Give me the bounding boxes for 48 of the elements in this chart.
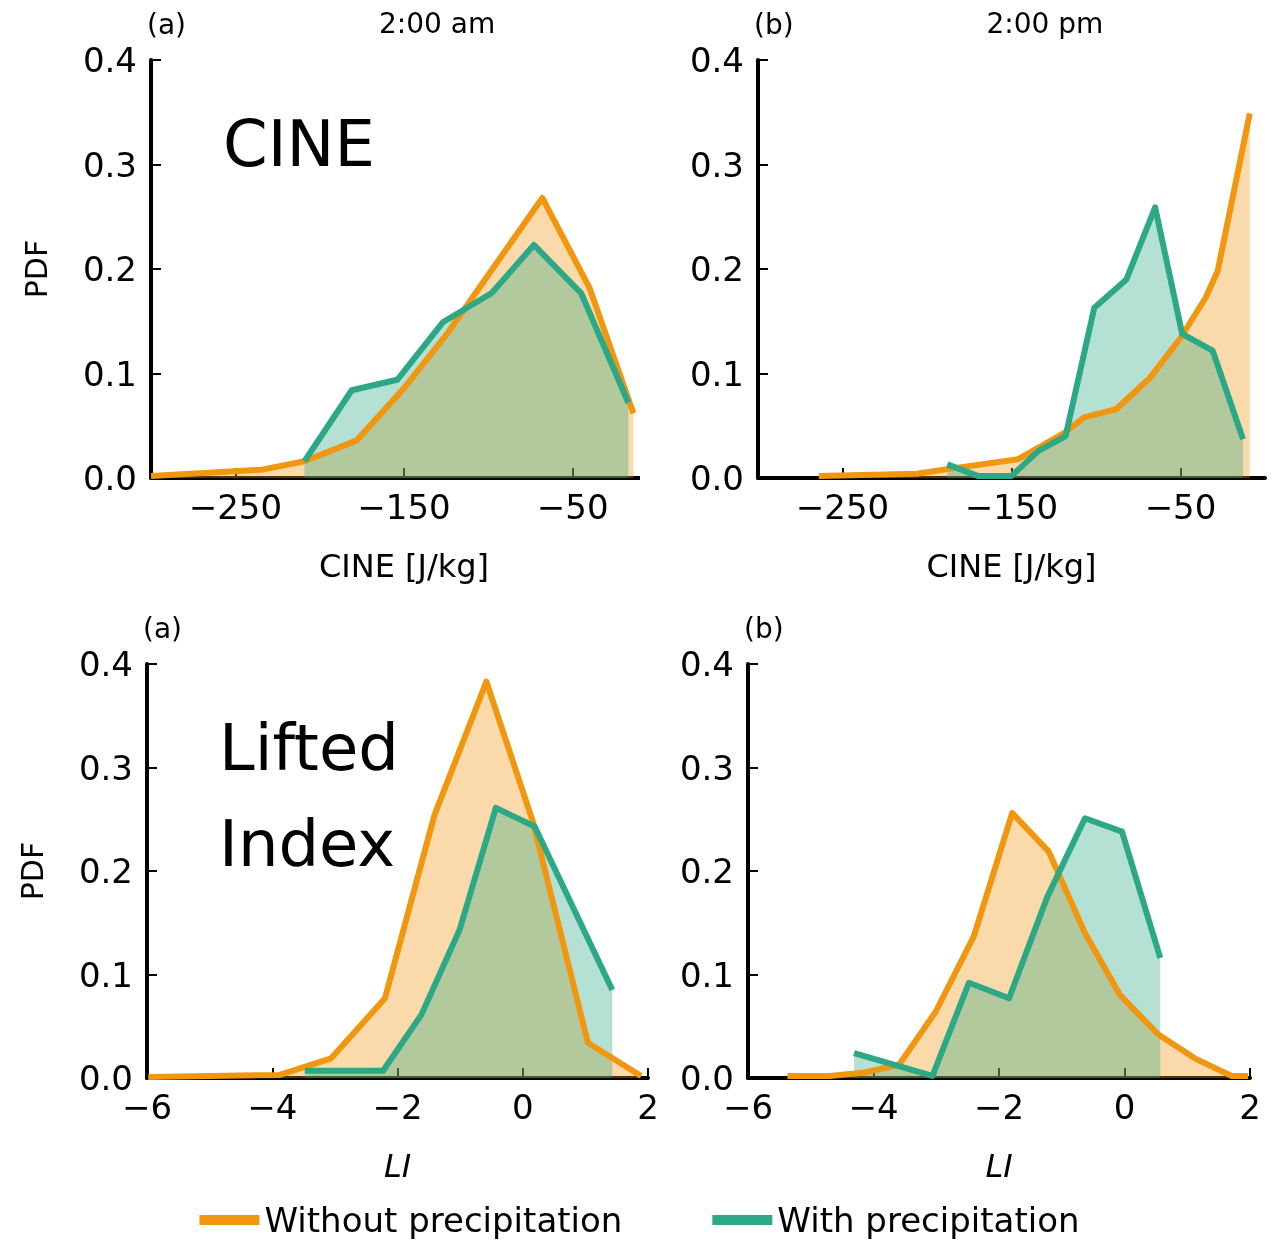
y-tick-label: 0.3 xyxy=(82,144,137,185)
x-tick-label: −250 xyxy=(795,487,890,527)
y-tick-label: 0.2 xyxy=(78,851,133,891)
x-tick-label: −150 xyxy=(357,487,451,527)
x-tick-label: −50 xyxy=(1144,487,1217,527)
y-axis-title: PDF xyxy=(14,841,50,901)
y-tick-label: 0.2 xyxy=(679,851,734,891)
x-tick-label: −2 xyxy=(372,1087,423,1127)
x-tick-label: 2 xyxy=(637,1087,659,1127)
x-tick-label: −4 xyxy=(247,1087,298,1127)
annotation: Lifted Index xyxy=(219,711,420,881)
y-tick-label: 0.3 xyxy=(689,144,744,185)
chart-title: 2:00 pm xyxy=(986,6,1104,40)
y-tick-label: 0.3 xyxy=(78,747,133,788)
x-tick-label: −250 xyxy=(188,487,283,527)
x-tick-label: −2 xyxy=(973,1087,1025,1127)
legend-label: Without precipitation xyxy=(264,1200,623,1240)
y-axis-title: PDF xyxy=(18,239,54,299)
x-axis-title: CINE [J/kg] xyxy=(318,547,490,585)
y-tick-label: 0.1 xyxy=(82,353,137,394)
y-tick-label: 0.4 xyxy=(78,644,133,684)
text: (b) xyxy=(754,7,794,41)
y-tick-label: 0.0 xyxy=(689,458,744,498)
y-tick-label: 0.1 xyxy=(689,353,744,394)
y-tick-label: 0.1 xyxy=(78,954,133,995)
text: (b) xyxy=(744,611,784,645)
x-axis-title: LI xyxy=(985,1147,1013,1185)
text: (a) xyxy=(143,611,183,645)
y-tick-label: 0.2 xyxy=(82,249,137,289)
y-tick-label: 0.3 xyxy=(679,747,734,788)
y-tick-label: 0.2 xyxy=(689,249,744,289)
x-axis-title: LI xyxy=(383,1147,412,1185)
y-tick-label: 0.1 xyxy=(679,954,734,995)
legend-label: With precipitation xyxy=(777,1200,1080,1240)
x-tick-label: −150 xyxy=(964,487,1059,527)
chart-title: 2:00 am xyxy=(379,6,496,40)
y-tick-label: 0.4 xyxy=(82,40,137,80)
y-tick-label: 0.4 xyxy=(689,40,744,80)
y-tick-label: 0.0 xyxy=(82,458,137,498)
x-tick-label: −50 xyxy=(536,487,609,527)
x-tick-label: −4 xyxy=(848,1087,899,1127)
annotation: CINE xyxy=(223,107,375,181)
text: (a) xyxy=(147,7,187,41)
y-tick-label: 0.4 xyxy=(679,644,734,684)
x-tick-label: 0 xyxy=(511,1087,534,1127)
x-axis-title: CINE [J/kg] xyxy=(926,547,1097,585)
x-tick-label: 2 xyxy=(1239,1087,1261,1127)
x-tick-label: 0 xyxy=(1113,1087,1136,1127)
